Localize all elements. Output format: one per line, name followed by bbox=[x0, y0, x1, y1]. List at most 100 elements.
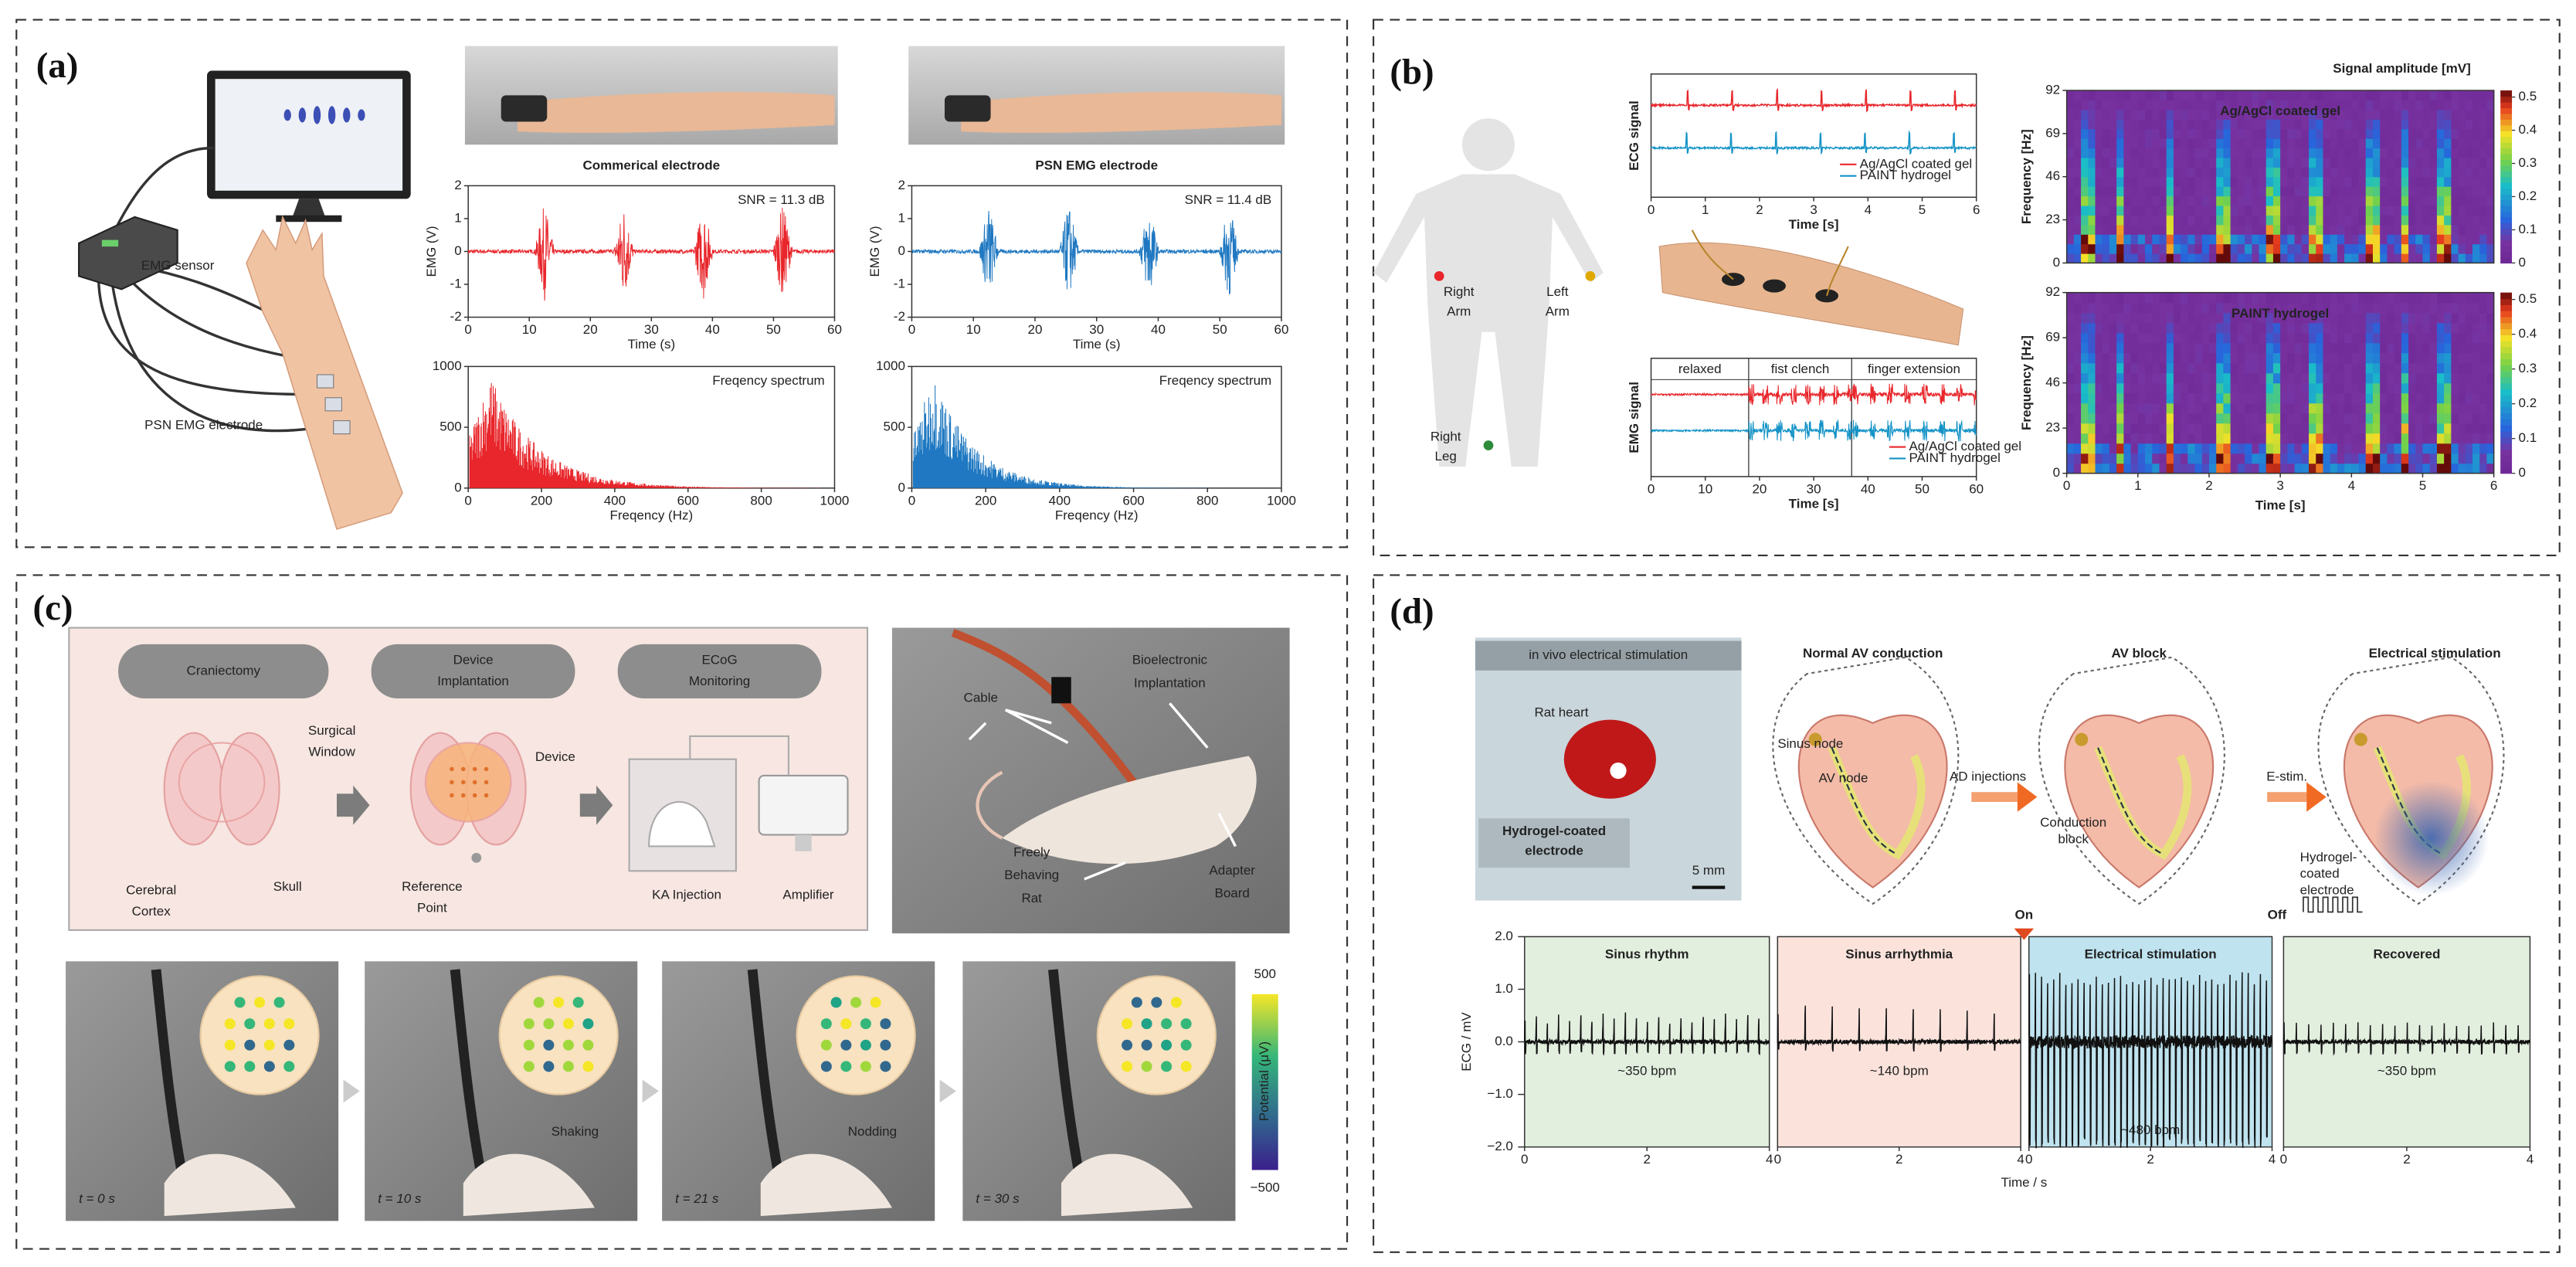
heat-cell bbox=[2301, 243, 2310, 254]
map-dot bbox=[840, 1039, 852, 1051]
heat-cell bbox=[2245, 332, 2252, 344]
heat-cell bbox=[2237, 403, 2245, 414]
heat-cell bbox=[2344, 215, 2352, 226]
heat-cell bbox=[2137, 423, 2146, 434]
label: Monitoring bbox=[689, 674, 750, 688]
heat-cell bbox=[2436, 243, 2445, 254]
ecg-trace bbox=[2282, 1022, 2530, 1056]
heat-cell bbox=[2372, 119, 2381, 130]
heat-cell bbox=[2380, 234, 2388, 245]
heat-cell bbox=[2486, 382, 2495, 394]
colorbar-cell bbox=[2500, 358, 2513, 365]
heat-cell bbox=[2230, 292, 2238, 304]
colorbar-cell bbox=[2500, 101, 2513, 109]
heat-cell bbox=[2173, 109, 2181, 120]
heat-cell bbox=[2088, 205, 2096, 216]
heat-cell bbox=[2201, 372, 2210, 384]
map-circle bbox=[498, 975, 619, 1095]
heat-cell bbox=[2486, 234, 2495, 245]
heat-cell bbox=[2272, 433, 2281, 444]
heat-cell bbox=[2408, 372, 2416, 384]
heat-cell bbox=[2095, 372, 2103, 384]
heat-cell bbox=[2358, 234, 2367, 245]
heat-cell bbox=[2351, 167, 2360, 178]
heat-cell bbox=[2095, 312, 2103, 324]
heat-cell bbox=[2116, 332, 2125, 344]
heat-cell bbox=[2102, 433, 2110, 444]
heat-cell bbox=[2365, 195, 2374, 206]
heat-cell bbox=[2309, 403, 2316, 414]
heat-cell bbox=[2351, 332, 2360, 344]
heat-cell bbox=[2230, 243, 2238, 254]
label: 23 bbox=[2045, 212, 2060, 226]
heat-cell bbox=[2387, 292, 2395, 304]
heat-cell bbox=[2073, 109, 2082, 120]
map-dot bbox=[1151, 997, 1162, 1008]
heat-cell bbox=[2344, 234, 2352, 245]
heat-cell bbox=[2287, 234, 2296, 245]
heat-cell bbox=[2365, 243, 2374, 254]
heat-cell bbox=[2159, 433, 2167, 444]
heat-cell bbox=[2066, 372, 2075, 384]
heat-cell bbox=[2309, 372, 2316, 384]
heat-cell bbox=[2401, 332, 2409, 344]
monitor-base bbox=[276, 215, 342, 222]
heat-cell bbox=[2337, 119, 2345, 130]
heat-cell bbox=[2223, 413, 2232, 424]
heat-cell bbox=[2294, 453, 2303, 464]
heat-cell bbox=[2123, 234, 2132, 245]
heat-cell bbox=[2387, 302, 2395, 314]
heat-cell bbox=[2465, 148, 2473, 158]
heat-cell bbox=[2458, 443, 2466, 454]
heat-cell bbox=[2245, 138, 2252, 149]
heat-cell bbox=[2422, 433, 2431, 444]
heat-cell bbox=[2272, 403, 2281, 414]
heat-cell bbox=[2130, 205, 2139, 216]
heat-cell bbox=[2259, 186, 2267, 197]
heat-cell bbox=[2272, 186, 2281, 197]
heat-cell bbox=[2216, 205, 2225, 216]
heat-cell bbox=[2223, 138, 2232, 149]
heat-cell bbox=[2280, 332, 2289, 344]
heat-cell bbox=[2259, 302, 2267, 314]
heat-cell bbox=[2472, 100, 2480, 110]
heat-cell bbox=[2216, 453, 2225, 464]
heat-cell bbox=[2351, 138, 2360, 149]
heat-cell bbox=[2145, 352, 2153, 364]
heat-cell bbox=[2486, 453, 2495, 464]
heat-cell bbox=[2472, 167, 2480, 178]
heat-cell bbox=[2472, 186, 2480, 197]
heat-cell bbox=[2351, 342, 2360, 354]
heat-cell bbox=[2237, 352, 2245, 364]
heat-cell bbox=[2116, 403, 2125, 414]
heat-cell bbox=[2287, 292, 2296, 304]
heat-cell bbox=[2465, 463, 2473, 474]
heat-cell bbox=[2415, 322, 2424, 334]
heat-cell bbox=[2472, 138, 2480, 149]
heat-cell bbox=[2088, 128, 2096, 139]
heat-cell bbox=[2081, 148, 2089, 158]
heat-cell bbox=[2479, 332, 2488, 344]
heat-cell bbox=[2429, 90, 2438, 101]
heat-cell bbox=[2194, 167, 2203, 178]
heat-cell bbox=[2444, 224, 2452, 235]
heat-cell bbox=[2429, 148, 2438, 158]
map-dot bbox=[283, 1061, 295, 1072]
heat-cell bbox=[2187, 362, 2196, 374]
heat-cell bbox=[2095, 167, 2103, 178]
heat-cell bbox=[2245, 195, 2252, 206]
heat-cell bbox=[2230, 312, 2238, 324]
heat-cell bbox=[2472, 443, 2480, 454]
label: Time / s bbox=[2001, 1175, 2047, 1190]
heat-cell bbox=[2252, 205, 2260, 216]
heat-cell bbox=[2472, 195, 2480, 206]
heat-cell bbox=[2194, 443, 2203, 454]
heat-cell bbox=[2394, 352, 2402, 364]
heat-cell bbox=[2230, 90, 2238, 101]
heat-cell bbox=[2259, 423, 2267, 434]
heat-cell bbox=[2187, 205, 2196, 216]
heat-cell bbox=[2316, 302, 2324, 314]
colorbar-cell bbox=[2500, 431, 2513, 438]
heat-cell bbox=[2088, 372, 2096, 384]
heat-cell bbox=[2259, 413, 2267, 424]
